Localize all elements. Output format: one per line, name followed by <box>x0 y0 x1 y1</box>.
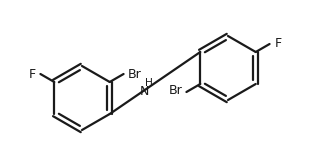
Text: H: H <box>145 78 153 88</box>
Text: F: F <box>275 37 282 51</box>
Text: Br: Br <box>169 83 182 97</box>
Text: Br: Br <box>128 68 141 81</box>
Text: F: F <box>29 68 36 81</box>
Text: N: N <box>140 85 149 98</box>
